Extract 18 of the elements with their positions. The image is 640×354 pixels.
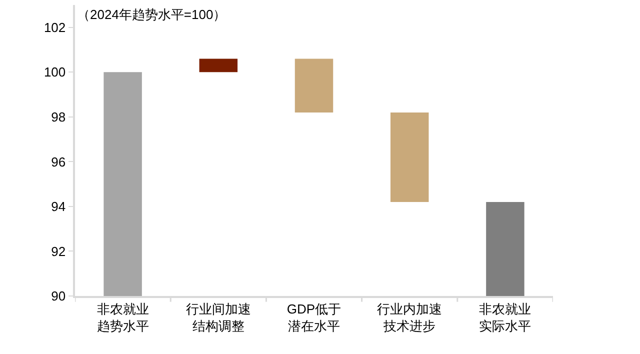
y-tick-label: 102	[44, 20, 66, 35]
x-tick-label: 行业内加速技术进步	[377, 302, 442, 334]
y-tick-label: 94	[51, 199, 66, 214]
bar	[199, 58, 238, 72]
annotation: （2024年趋势水平=100）	[77, 7, 226, 22]
bar	[104, 72, 142, 296]
x-tick-label: GDP低于潜在水平	[286, 302, 342, 334]
bar	[294, 58, 334, 112]
y-tick-label: 92	[51, 244, 66, 259]
y-tick-label: 98	[51, 109, 66, 124]
y-tick-label: 90	[51, 288, 66, 304]
y-tick-label: 96	[51, 154, 66, 170]
x-tick-label: 行业间加速结构调整	[186, 302, 251, 334]
x-tick-label: 非农就业趋势水平	[96, 302, 149, 334]
y-tick-label: 100	[44, 64, 66, 80]
x-tick-label: 非农就业实际水平	[479, 302, 532, 334]
bar	[486, 202, 524, 296]
bar	[390, 112, 429, 202]
